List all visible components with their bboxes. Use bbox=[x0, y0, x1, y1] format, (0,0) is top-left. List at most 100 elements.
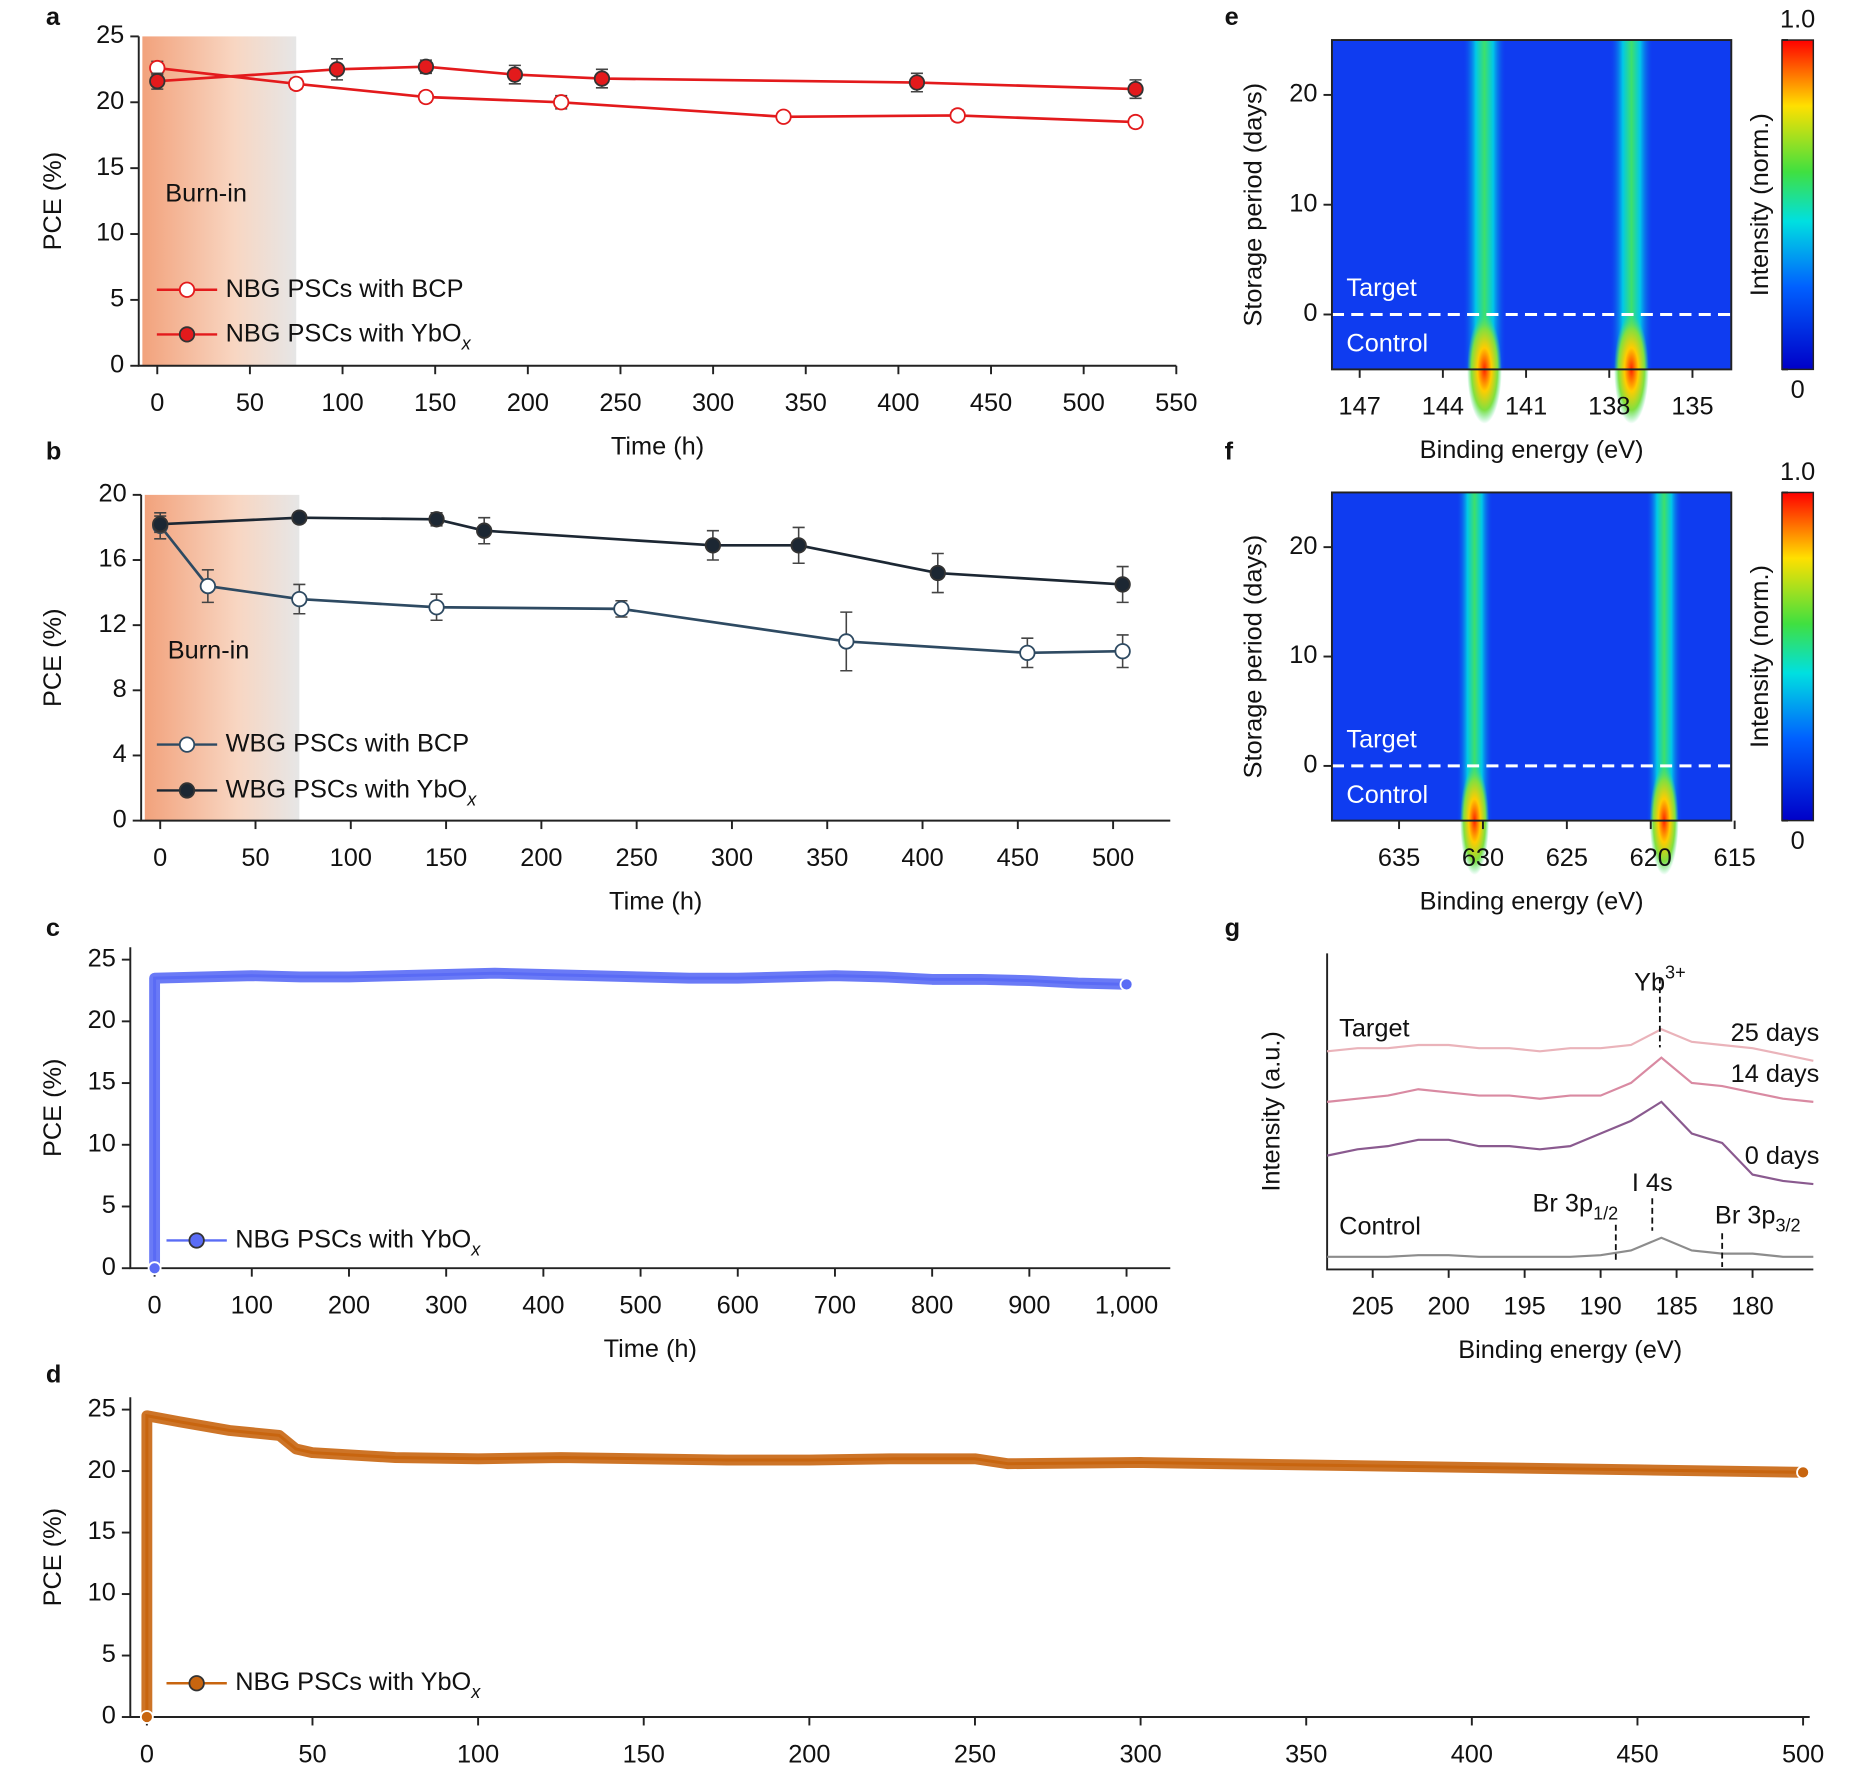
x-tick-label: 630 bbox=[1462, 844, 1504, 872]
marker bbox=[949, 107, 966, 124]
x-tick-label: 625 bbox=[1546, 844, 1588, 872]
annotation: Target bbox=[1346, 274, 1416, 302]
spectrum bbox=[1327, 1236, 1814, 1258]
x-tick-label: 150 bbox=[425, 844, 467, 872]
x-tick-label: 400 bbox=[1451, 1740, 1493, 1768]
marker bbox=[1019, 644, 1036, 661]
x-tick-label: 250 bbox=[954, 1740, 996, 1768]
x-tick-label: 300 bbox=[711, 844, 753, 872]
legend-marker bbox=[178, 326, 196, 343]
series-line bbox=[153, 971, 1127, 1269]
legend-label-sub: x bbox=[470, 1239, 481, 1259]
y-tick-label: 12 bbox=[98, 610, 126, 638]
x-tick-label: 450 bbox=[997, 844, 1039, 872]
y-tick-label: 5 bbox=[102, 1191, 116, 1219]
burn-in-shade bbox=[142, 36, 297, 366]
panel-label: e bbox=[1225, 3, 1239, 31]
panel-label: a bbox=[46, 3, 61, 31]
legend-label: NBG PSCs with BCP bbox=[226, 274, 464, 302]
x-axis-label: Time (h) bbox=[611, 432, 704, 460]
annotation: Control bbox=[1346, 781, 1428, 809]
y-tick-label: 0 bbox=[102, 1253, 116, 1281]
series-band bbox=[141, 1410, 1804, 1718]
x-tick-label: 300 bbox=[425, 1292, 467, 1320]
peak-label: I 4s bbox=[1632, 1168, 1673, 1196]
x-tick-label: 350 bbox=[1285, 1740, 1327, 1768]
series-line bbox=[157, 66, 1136, 124]
x-tick-label: 550 bbox=[1155, 389, 1197, 417]
marker bbox=[506, 66, 524, 83]
panel-label: f bbox=[1225, 437, 1234, 465]
series-label: 0 days bbox=[1745, 1142, 1820, 1170]
x-tick-label: 200 bbox=[507, 389, 549, 417]
x-tick-label: 615 bbox=[1714, 844, 1756, 872]
series-band bbox=[149, 967, 1127, 1269]
x-tick-label: 350 bbox=[806, 844, 848, 872]
x-tick-label: 50 bbox=[298, 1740, 326, 1768]
peak-label: Br 3p3/2 bbox=[1715, 1201, 1801, 1235]
y-tick-label: 10 bbox=[1289, 641, 1317, 669]
y-axis-label: PCE (%) bbox=[39, 152, 67, 251]
annotation: Target bbox=[1346, 725, 1416, 753]
y-tick-label: 20 bbox=[88, 1456, 116, 1484]
x-tick-label: 100 bbox=[330, 844, 372, 872]
x-tick-label: 200 bbox=[520, 844, 562, 872]
marker bbox=[1114, 576, 1131, 593]
marker bbox=[790, 537, 807, 554]
burn-in-shade bbox=[144, 494, 300, 821]
annotation: Control bbox=[1346, 329, 1428, 357]
y-tick-label: 10 bbox=[96, 219, 124, 247]
x-tick-label: 300 bbox=[1119, 1740, 1161, 1768]
x-tick-label: 620 bbox=[1630, 844, 1672, 872]
marker bbox=[428, 599, 445, 616]
y-tick-label: 10 bbox=[88, 1579, 116, 1607]
y-tick-label: 10 bbox=[1289, 189, 1317, 217]
x-tick-label: 135 bbox=[1671, 393, 1713, 421]
colorbar bbox=[1781, 491, 1815, 822]
y-axis-label: PCE (%) bbox=[39, 1058, 67, 1157]
x-axis-label: Binding energy (eV) bbox=[1420, 887, 1644, 915]
x-tick-label: 250 bbox=[599, 389, 641, 417]
x-tick-label: 200 bbox=[328, 1292, 370, 1320]
x-tick-label: 0 bbox=[153, 844, 167, 872]
series-label: 14 days bbox=[1731, 1060, 1820, 1088]
x-tick-label: 400 bbox=[901, 844, 943, 872]
y-tick-label: 25 bbox=[96, 21, 124, 49]
marker bbox=[476, 522, 493, 539]
x-tick-label: 500 bbox=[1063, 389, 1105, 417]
peak-label: Br 3p1/2 bbox=[1533, 1189, 1619, 1223]
x-tick-label: 185 bbox=[1655, 1293, 1697, 1321]
marker bbox=[1127, 80, 1144, 98]
marker bbox=[152, 516, 169, 533]
x-tick-label: 450 bbox=[1616, 1740, 1658, 1768]
x-tick-label: 150 bbox=[623, 1740, 665, 1768]
y-tick-label: 25 bbox=[88, 944, 116, 972]
series-line bbox=[160, 516, 1123, 586]
y-tick-label: 20 bbox=[96, 87, 124, 115]
legend-label-main: NBG PSCs with BCP bbox=[226, 274, 464, 302]
legend-label-main: WBG PSCs with BCP bbox=[226, 729, 469, 757]
spectrum bbox=[1327, 1056, 1814, 1103]
legend-label-main: NBG PSCs with YbO bbox=[226, 319, 462, 347]
marker bbox=[1796, 1465, 1811, 1480]
y-axis-label: PCE (%) bbox=[39, 1508, 67, 1607]
legend-label: NBG PSCs with YbOx bbox=[235, 1225, 481, 1259]
x-tick-label: 800 bbox=[911, 1292, 953, 1320]
series-label: 25 days bbox=[1731, 1019, 1820, 1047]
burn-in-label: Burn-in bbox=[165, 180, 247, 208]
peak-label-sup: 3+ bbox=[1665, 962, 1686, 982]
legend-marker bbox=[188, 1232, 205, 1249]
peak-label-sub: 3/2 bbox=[1775, 1215, 1800, 1235]
marker bbox=[1127, 113, 1144, 131]
colorbar-tick-label: 0 bbox=[1791, 376, 1805, 404]
colorbar-tick-label: 0 bbox=[1791, 827, 1805, 855]
marker bbox=[291, 590, 308, 608]
x-tick-label: 0 bbox=[148, 1292, 162, 1320]
peak-label-main: Br 3p bbox=[1715, 1201, 1776, 1229]
x-tick-label: 450 bbox=[970, 389, 1012, 417]
y-tick-label: 20 bbox=[1289, 532, 1317, 560]
x-tick-label: 141 bbox=[1505, 393, 1547, 421]
colorbar-label: Intensity (norm.) bbox=[1746, 565, 1774, 748]
y-tick-label: 15 bbox=[88, 1068, 116, 1096]
